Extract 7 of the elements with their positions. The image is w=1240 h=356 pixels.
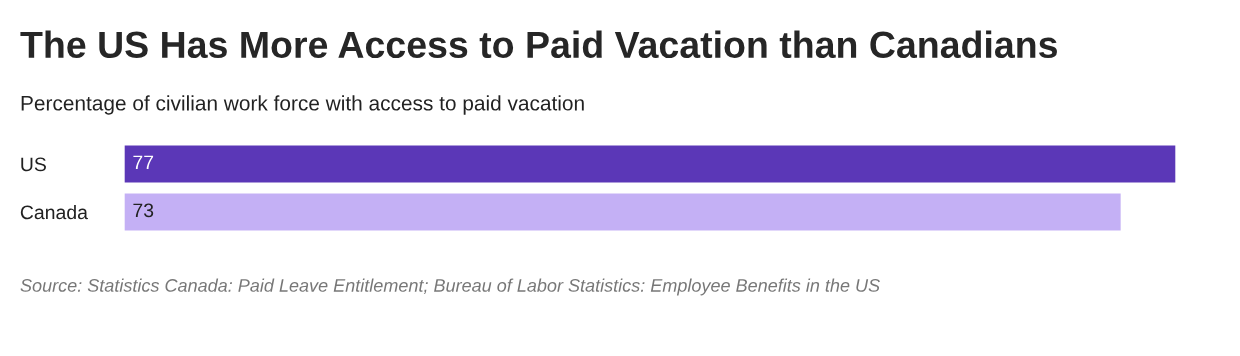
data-label: 73 bbox=[133, 203, 154, 218]
y-tick-label: US bbox=[21, 157, 46, 172]
data-label: 77 bbox=[133, 155, 154, 170]
chart-title: The US Has More Access to Paid Vacation than Canadians bbox=[20, 30, 1057, 59]
chart-subtitle: Percentage of civilian work force with access to paid vacation bbox=[21, 95, 584, 115]
y-tick-label: Canada bbox=[20, 204, 88, 220]
source-note: Source: Statistics Canada: Paid Leave Entitlement; Bureau of Labor Statistics: Employee Benefits in the US bbox=[20, 278, 880, 296]
